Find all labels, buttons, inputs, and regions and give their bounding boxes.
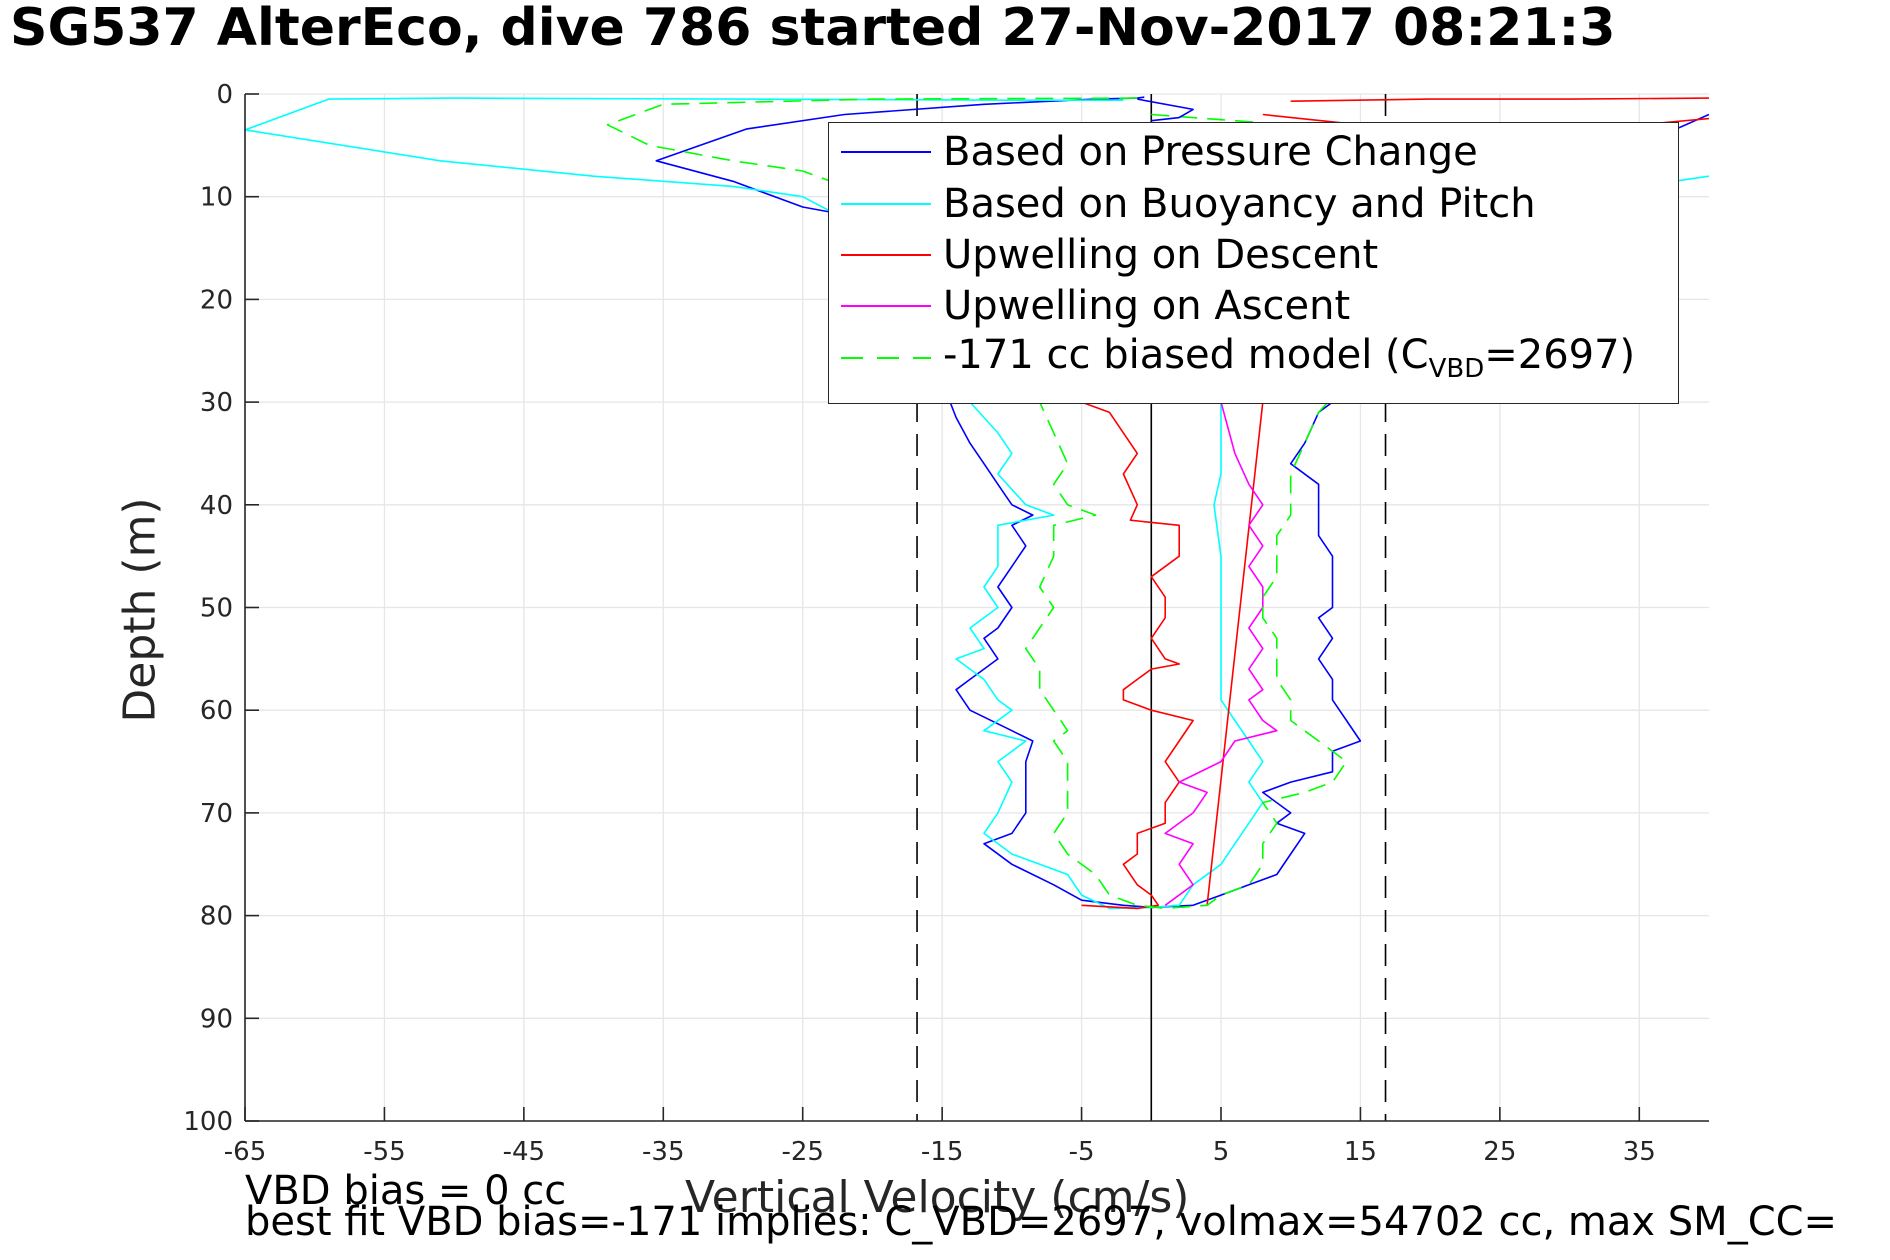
series-line <box>1164 401 1278 906</box>
y-tick-label: 90 <box>200 1004 233 1034</box>
x-tick-label: -55 <box>363 1137 405 1167</box>
series-line <box>606 97 1376 910</box>
axes: -65 -55 -45 -35 -25 -15 -5 5 15 25 350102030405060… <box>183 80 1709 1167</box>
vbd-bias-note: VBD bias = 0 cc <box>245 1168 567 1214</box>
series-line <box>1206 402 1264 906</box>
x-tick-label: 35 <box>1623 1137 1656 1167</box>
y-tick-label: 80 <box>200 902 233 932</box>
x-axis-label: Vertical Velocity (cm/s) <box>685 1172 1190 1223</box>
y-tick-label: 0 <box>216 80 233 110</box>
series-line <box>1290 97 1709 102</box>
x-tick-label: -65 <box>224 1137 266 1167</box>
y-tick-label: 40 <box>200 491 233 521</box>
series-line <box>1137 98 1194 122</box>
y-tick-label: 60 <box>200 696 233 726</box>
legend-swatch-pressure-change <box>841 151 931 153</box>
y-tick-label: 100 <box>183 1107 233 1137</box>
y-tick-label: 50 <box>200 594 233 624</box>
x-tick-label: 25 <box>1483 1137 1516 1167</box>
legend-swatch-upwelling-ascent <box>841 305 931 307</box>
y-tick-label: 20 <box>200 285 233 315</box>
legend-label-biased-model: -171 cc biased model (CVBD=2697) <box>943 332 1636 384</box>
chart-title: SG537 AlterEco, dive 786 started 27-Nov-… <box>10 0 1616 58</box>
legend-label-buoyancy-pitch: Based on Buoyancy and Pitch <box>943 181 1536 227</box>
y-tick-label: 10 <box>200 183 233 213</box>
legend-swatch-buoyancy-pitch <box>841 203 931 205</box>
x-tick-label: -5 <box>1069 1137 1095 1167</box>
x-tick-label: -25 <box>781 1137 823 1167</box>
legend-label-pressure-change: Based on Pressure Change <box>943 129 1478 175</box>
x-tick-label: 5 <box>1213 1137 1230 1167</box>
series-line <box>1081 401 1194 910</box>
legend-item-buoyancy-pitch: Based on Buoyancy and Pitch <box>841 179 1536 229</box>
x-tick-label: -15 <box>921 1137 963 1167</box>
y-tick-label: 30 <box>200 388 233 418</box>
x-tick-label: -45 <box>503 1137 545 1167</box>
x-tick-label: -35 <box>642 1137 684 1167</box>
series-line <box>655 96 1709 909</box>
best-fit-note: best fit VBD bias=-171 implies: C_VBD=26… <box>245 1199 1838 1245</box>
legend-item-pressure-change: Based on Pressure Change <box>841 127 1478 177</box>
legend-item-upwelling-descent: Upwelling on Descent <box>841 230 1378 280</box>
y-tick-label: 70 <box>200 799 233 829</box>
legend-swatch-biased-model <box>841 357 931 359</box>
y-axis-label: Depth (m) <box>114 497 166 723</box>
legend-item-biased-model: -171 cc biased model (CVBD=2697) <box>841 332 1636 384</box>
legend-swatch-upwelling-descent <box>841 254 931 256</box>
legend-item-upwelling-ascent: Upwelling on Ascent <box>841 281 1350 331</box>
legend-label-upwelling-descent: Upwelling on Descent <box>943 232 1379 278</box>
x-tick-label: 15 <box>1344 1137 1377 1167</box>
legend-label-upwelling-ascent: Upwelling on Ascent <box>943 283 1351 329</box>
legend: Based on Pressure Change Based on Buoyan… <box>828 122 1679 404</box>
